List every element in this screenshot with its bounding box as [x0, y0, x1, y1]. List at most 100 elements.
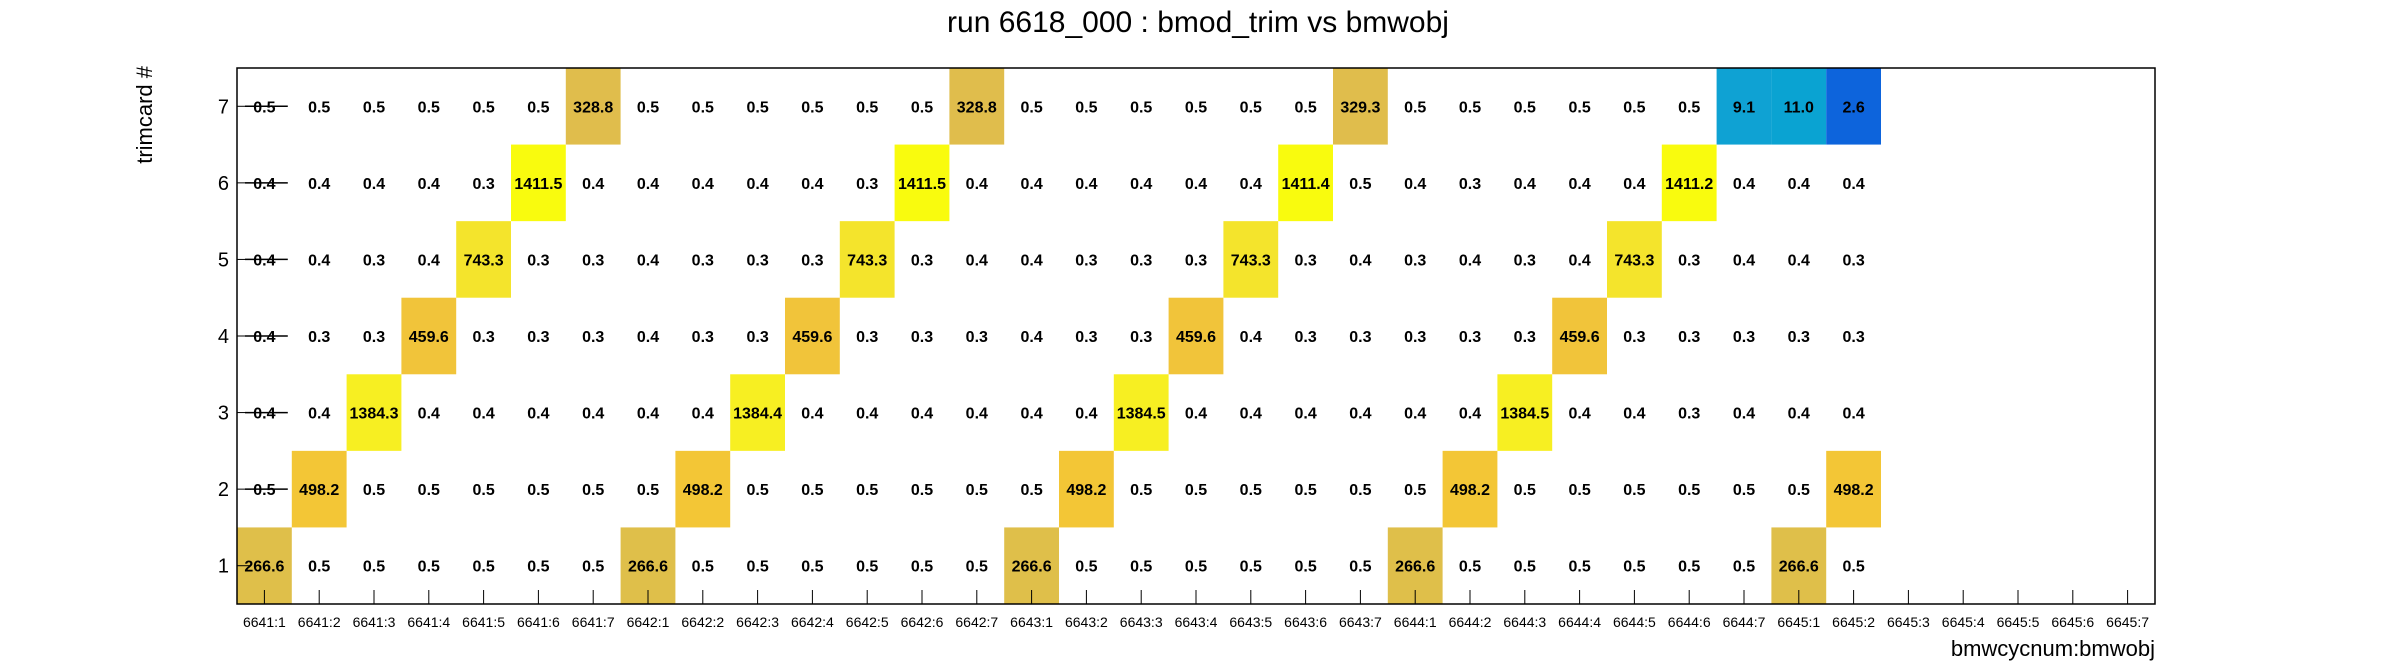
heatmap-cell — [401, 297, 457, 375]
cell-value-label: 0.4 — [637, 176, 659, 193]
cell-value-label: 0.5 — [1788, 482, 1810, 499]
heatmap-cell — [1552, 297, 1607, 375]
cell-value-label: 0.4 — [582, 406, 604, 423]
cell-value-label: 0.3 — [801, 252, 823, 269]
cell-value-label: 266.6 — [1012, 559, 1052, 576]
cell-value-label: 0.5 — [1349, 482, 1371, 499]
x-tick-label: 6642:5 — [846, 614, 889, 630]
x-tick-label: 6644:1 — [1394, 614, 1437, 630]
cell-value-label: 0.4 — [746, 176, 768, 193]
cell-value-label: 0.4 — [1020, 176, 1042, 193]
cell-value-label: 0.5 — [746, 482, 768, 499]
cell-value-label: 0.4 — [637, 406, 659, 423]
cell-value-label: 459.6 — [409, 329, 449, 346]
cell-value-label: 0.3 — [1514, 329, 1536, 346]
cell-value-label: 0.5 — [418, 559, 440, 576]
cell-value-label: 0.4 — [472, 406, 494, 423]
cell-value-label: 0.5 — [472, 559, 494, 576]
cell-value-label: 0.5 — [1020, 482, 1042, 499]
heatmap-cell — [565, 68, 621, 145]
x-tick-label: 6644:3 — [1503, 614, 1546, 630]
x-tick-label: 6644:2 — [1449, 614, 1492, 630]
cell-value-label: 0.3 — [1733, 329, 1755, 346]
cell-value-label: 0.5 — [692, 99, 714, 116]
cell-value-label: 459.6 — [792, 329, 832, 346]
cell-value-label: 0.3 — [1788, 329, 1810, 346]
x-tick-label: 6645:1 — [1777, 614, 1820, 630]
heatmap-cell — [1278, 144, 1333, 222]
cell-value-label: 0.4 — [1733, 252, 1755, 269]
x-tick-label: 6645:4 — [1942, 614, 1985, 630]
x-tick-label: 6641:7 — [572, 614, 615, 630]
cell-value-label: 0.3 — [1404, 252, 1426, 269]
cell-value-label: 0.5 — [1240, 482, 1262, 499]
cell-value-label: 459.6 — [1560, 329, 1600, 346]
cell-value-label: 0.3 — [1185, 252, 1207, 269]
x-tick-label: 6641:6 — [517, 614, 560, 630]
cell-value-label: 0.5 — [1294, 482, 1316, 499]
cell-value-label: 0.5 — [472, 99, 494, 116]
cell-value-label: 0.3 — [1294, 329, 1316, 346]
y-tick-label: 2 — [218, 479, 229, 501]
cell-value-label: 0.5 — [363, 482, 385, 499]
x-tick-label: 6645:5 — [1997, 614, 2040, 630]
cell-value-label: 498.2 — [683, 482, 723, 499]
cell-value-label: 0.4 — [1240, 329, 1262, 346]
cell-value-label: 0.5 — [1733, 482, 1755, 499]
cell-value-label: 0.4 — [1404, 406, 1426, 423]
x-tick-label: 6642:2 — [681, 614, 724, 630]
cell-value-label: 0.3 — [966, 329, 988, 346]
heatmap-cell — [675, 450, 731, 528]
x-tick-label: 6642:6 — [901, 614, 944, 630]
cell-value-label: 0.5 — [1568, 99, 1590, 116]
cell-value-label: 0.5 — [527, 482, 549, 499]
cell-value-label: 0.3 — [1623, 329, 1645, 346]
cell-value-label: 0.5 — [856, 482, 878, 499]
cell-value-label: 0.5 — [1185, 559, 1207, 576]
cell-value-label: 0.4 — [1404, 176, 1426, 193]
cell-value-label: 0.5 — [1568, 559, 1590, 576]
cell-value-label: 0.5 — [1514, 99, 1536, 116]
cell-value-label: 0.4 — [308, 176, 330, 193]
cell-value-label: 0.3 — [911, 329, 933, 346]
x-tick-label: 6643:4 — [1175, 614, 1218, 630]
cell-value-label: 0.5 — [637, 482, 659, 499]
cell-value-label: 0.4 — [418, 252, 440, 269]
cell-value-label: 0.5 — [418, 482, 440, 499]
cell-value-label: 1384.3 — [350, 406, 399, 423]
cell-value-label: 0.5 — [253, 482, 275, 499]
y-tick-label: 5 — [218, 249, 229, 271]
cell-value-label: 0.4 — [801, 406, 823, 423]
heatmap-cell — [894, 144, 950, 222]
heatmap-cell — [291, 450, 347, 528]
cell-value-label: 0.5 — [1623, 99, 1645, 116]
cell-value-label: 0.4 — [1459, 252, 1481, 269]
cell-value-label: 0.4 — [1185, 176, 1207, 193]
x-tick-label: 6645:7 — [2106, 614, 2149, 630]
cell-value-label: 328.8 — [957, 99, 997, 116]
cell-value-label: 0.4 — [1349, 252, 1371, 269]
x-tick-label: 6644:7 — [1723, 614, 1766, 630]
cell-value-label: 0.4 — [1349, 406, 1371, 423]
cell-value-label: 0.3 — [746, 252, 768, 269]
cell-value-label: 0.4 — [637, 329, 659, 346]
cell-value-label: 11.0 — [1784, 99, 1814, 116]
cell-value-label: 9.1 — [1733, 99, 1755, 116]
cell-value-label: 0.5 — [1623, 482, 1645, 499]
cell-value-label: 329.3 — [1340, 99, 1380, 116]
cell-value-label: 0.3 — [1130, 252, 1152, 269]
x-tick-label: 6643:2 — [1065, 614, 1108, 630]
x-tick-label: 6645:6 — [2051, 614, 2094, 630]
cell-value-label: 0.4 — [1020, 252, 1042, 269]
cell-value-label: 0.4 — [253, 406, 275, 423]
cell-value-label: 0.4 — [966, 252, 988, 269]
cell-value-label: 0.5 — [1404, 99, 1426, 116]
heatmap-cell — [1826, 68, 1881, 145]
heatmap-cell — [1168, 297, 1224, 375]
cell-value-label: 0.5 — [1623, 559, 1645, 576]
x-tick-label: 6642:7 — [955, 614, 998, 630]
cell-value-label: 0.4 — [1075, 176, 1097, 193]
cell-value-label: 0.4 — [637, 252, 659, 269]
cell-value-label: 0.4 — [1842, 406, 1864, 423]
